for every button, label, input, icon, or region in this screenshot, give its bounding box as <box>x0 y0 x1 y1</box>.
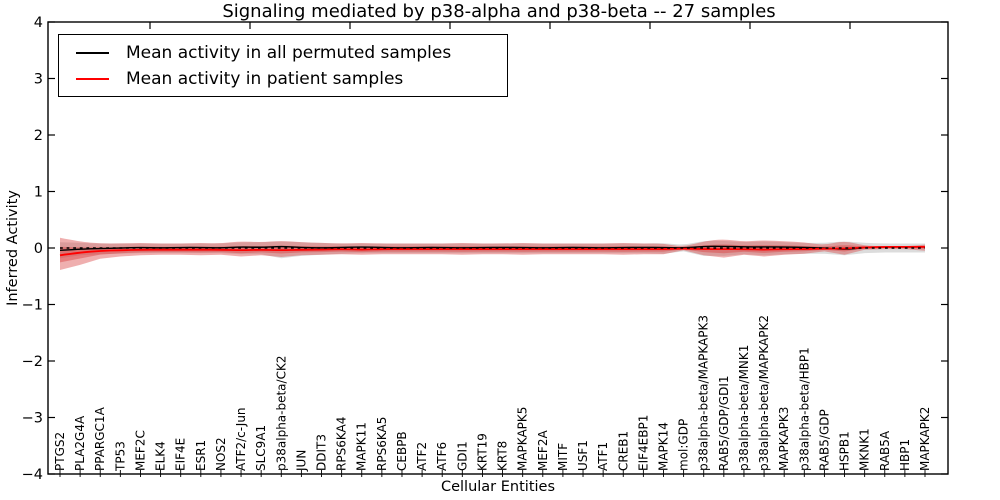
category-label: SLC9A1 <box>254 425 268 471</box>
legend-item-patient: Mean activity in patient samples <box>59 66 507 92</box>
category-label: MKNK1 <box>858 428 872 471</box>
category-label: p38alpha-beta/MAPKAPK2 <box>757 315 771 471</box>
x-axis-label: Cellular Entities <box>440 479 556 495</box>
top-axis-ticks <box>149 22 851 29</box>
category-label: ESR1 <box>194 440 208 471</box>
line-patient-mean <box>59 245 925 257</box>
category-label: TP53 <box>113 441 127 472</box>
category-label: RPS6KA5 <box>375 417 389 471</box>
y-tick-label: −2 <box>22 354 43 370</box>
category-label: RAB5/GDP <box>817 409 831 471</box>
category-label: MAPKAPK5 <box>516 407 530 471</box>
category-label: NOS2 <box>214 437 228 471</box>
patient-line-swatch <box>76 78 109 80</box>
y-tick-label: 4 <box>34 15 43 31</box>
y-tick-label: −1 <box>22 298 43 314</box>
category-label: EIF4E <box>174 438 188 471</box>
x-axis-ticks <box>59 470 926 477</box>
category-label: MAPKAPK2 <box>918 407 932 471</box>
category-label: p38alpha-beta/HBP1 <box>797 347 811 471</box>
category-label: CREB1 <box>616 431 630 471</box>
category-label: ATF2 <box>415 442 429 471</box>
y-tick-label: −3 <box>22 411 43 427</box>
y-tick-label: 0 <box>34 241 43 257</box>
patient-range-outer-band <box>60 237 925 270</box>
y-axis-ticks: −4 −3 −2 −1 0 1 2 3 4 <box>22 15 948 483</box>
category-label: PTGS2 <box>53 432 67 471</box>
category-label: mol:GDP <box>677 419 691 471</box>
category-label: MAPK14 <box>657 422 671 471</box>
category-label: JUN <box>294 450 308 472</box>
category-label: GDI1 <box>455 441 469 471</box>
category-label: MEF2A <box>536 430 550 471</box>
category-label: MITF <box>556 443 570 471</box>
y-tick-label: 2 <box>34 128 43 144</box>
category-label: PLA2G4A <box>73 415 87 471</box>
line-permuted-mean <box>59 245 925 251</box>
category-label: ATF1 <box>596 442 610 471</box>
category-label: ELK4 <box>154 441 168 471</box>
y-axis-label: Inferred Activity <box>5 190 21 306</box>
legend-label-permuted: Mean activity in all permuted samples <box>126 43 452 63</box>
category-label: ATF2/c-Jun <box>234 407 248 471</box>
category-label: HBP1 <box>898 439 912 471</box>
legend-item-permuted: Mean activity in all permuted samples <box>59 40 507 66</box>
category-label: p38alpha-beta/CK2 <box>274 356 288 471</box>
category-labels: PTGS2 PLA2G4A PPARGC1A TP53 MEF2C ELK4 EIF4E ES… <box>53 315 932 472</box>
category-label: p38alpha-beta/MAPKAPK3 <box>697 315 711 471</box>
legend: Mean activity in all permuted samples Me… <box>58 34 508 97</box>
category-label: USF1 <box>576 440 590 471</box>
category-label: p38alpha-beta/MNK1 <box>737 345 751 471</box>
category-label: RAB5A <box>878 430 892 471</box>
category-label: RPS6KA4 <box>335 417 349 471</box>
category-label: MAPK11 <box>355 422 369 471</box>
category-label: EIF4EBP1 <box>636 415 650 471</box>
category-label: HSPB1 <box>838 431 852 471</box>
legend-label-patient: Mean activity in patient samples <box>126 69 404 89</box>
chart-title: Signaling mediated by p38-alpha and p38-… <box>222 1 776 22</box>
category-label: RAB5/GDP/GDI1 <box>717 375 731 471</box>
y-tick-label: −4 <box>22 467 43 483</box>
category-label: KRT8 <box>496 441 510 471</box>
category-label: MEF2C <box>134 430 148 471</box>
category-label: ATF6 <box>435 442 449 471</box>
category-label: CEBPB <box>395 431 409 471</box>
category-label: MAPKAPK3 <box>777 407 791 471</box>
category-label: PPARGC1A <box>93 406 107 471</box>
permuted-line-swatch <box>76 52 109 54</box>
category-label: KRT19 <box>475 433 489 471</box>
category-label: DDIT3 <box>315 434 329 471</box>
y-tick-label: 1 <box>34 185 43 201</box>
y-tick-label: 3 <box>34 72 43 88</box>
